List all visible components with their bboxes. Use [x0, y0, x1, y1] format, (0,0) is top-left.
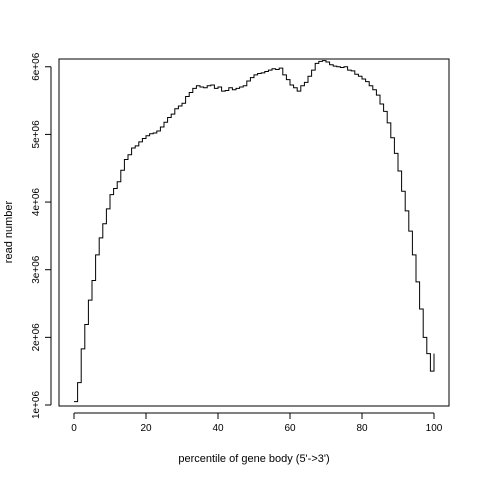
y-tick-label: 2e+06: [31, 323, 42, 352]
y-axis: 1e+06 2e+06 3e+06 4e+06 5e+06 6e+06: [31, 52, 52, 420]
y-tick-label: 4e+06: [31, 188, 42, 217]
x-tick-label: 60: [284, 423, 296, 434]
x-tick-label: 0: [71, 423, 77, 434]
series-step-line: [74, 60, 435, 403]
y-tick-label: 6e+06: [31, 52, 42, 81]
plot-frame: [58, 58, 450, 407]
x-tick-label: 20: [140, 423, 152, 434]
y-tick-label: 5e+06: [31, 120, 42, 149]
x-tick-label: 100: [426, 423, 443, 434]
x-axis: 0 20 40 60 80 100: [71, 412, 443, 434]
y-axis-label: read number: [3, 200, 15, 263]
x-tick-label: 40: [212, 423, 224, 434]
x-tick-label: 80: [356, 423, 368, 434]
y-tick-label: 1e+06: [31, 391, 42, 420]
x-axis-label: percentile of gene body (5'->3'): [178, 453, 329, 465]
y-tick-label: 3e+06: [31, 255, 42, 284]
